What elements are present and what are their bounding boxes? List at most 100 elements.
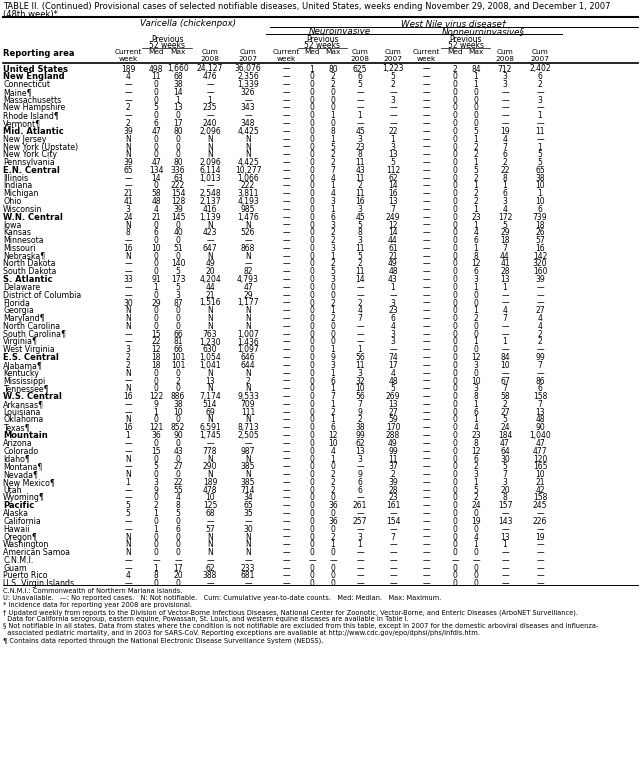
Text: 0: 0 xyxy=(453,88,458,97)
Text: 4: 4 xyxy=(503,306,508,315)
Text: 0: 0 xyxy=(331,579,335,588)
Text: 2: 2 xyxy=(331,298,335,307)
Text: 2: 2 xyxy=(503,158,508,167)
Text: 0: 0 xyxy=(310,103,315,113)
Text: —: — xyxy=(389,524,397,533)
Text: 0: 0 xyxy=(474,330,478,339)
Text: 526: 526 xyxy=(241,228,255,237)
Text: 2: 2 xyxy=(154,501,158,511)
Text: 84: 84 xyxy=(500,353,510,362)
Text: 7: 7 xyxy=(503,384,508,393)
Text: —: — xyxy=(422,384,430,393)
Text: Wyoming¶: Wyoming¶ xyxy=(3,493,45,502)
Text: 56: 56 xyxy=(355,392,365,401)
Text: U: Unavailable.   —: No reported cases.   N: Not notifiable.   Cum: Cumulative y: U: Unavailable. —: No reported cases. N:… xyxy=(3,595,441,601)
Text: N: N xyxy=(245,470,251,479)
Text: —: — xyxy=(282,306,290,315)
Text: 6: 6 xyxy=(474,236,478,245)
Text: Cum
2007: Cum 2007 xyxy=(531,49,549,62)
Text: —: — xyxy=(282,298,290,307)
Text: 4: 4 xyxy=(358,306,362,315)
Text: 0: 0 xyxy=(310,579,315,588)
Text: Arkansas¶: Arkansas¶ xyxy=(3,400,44,409)
Text: 2: 2 xyxy=(474,493,478,502)
Text: —: — xyxy=(124,111,132,120)
Text: —: — xyxy=(422,579,430,588)
Text: 10: 10 xyxy=(535,470,545,479)
Text: 112: 112 xyxy=(386,166,400,175)
Text: 21: 21 xyxy=(205,291,215,300)
Text: —: — xyxy=(124,408,132,417)
Text: —: — xyxy=(124,400,132,409)
Text: 39: 39 xyxy=(388,478,398,487)
Text: North Carolina: North Carolina xyxy=(3,322,60,331)
Text: —: — xyxy=(389,579,397,588)
Text: 5: 5 xyxy=(358,80,362,89)
Text: Arizona: Arizona xyxy=(3,439,33,448)
Text: 2: 2 xyxy=(358,416,362,425)
Text: —: — xyxy=(282,197,290,206)
Text: —: — xyxy=(422,275,430,284)
Text: 0: 0 xyxy=(453,533,458,542)
Text: 1: 1 xyxy=(154,524,158,533)
Text: 778: 778 xyxy=(203,447,217,456)
Text: 7: 7 xyxy=(331,392,335,401)
Text: 143: 143 xyxy=(498,517,512,526)
Text: —: — xyxy=(501,291,509,300)
Text: 7: 7 xyxy=(503,142,508,151)
Text: 2: 2 xyxy=(331,486,335,495)
Text: 0: 0 xyxy=(331,337,335,346)
Text: N: N xyxy=(207,416,213,425)
Text: 0: 0 xyxy=(474,103,478,113)
Text: 0: 0 xyxy=(453,228,458,237)
Text: 8: 8 xyxy=(358,151,362,159)
Text: 2: 2 xyxy=(474,462,478,471)
Text: 0: 0 xyxy=(310,174,315,183)
Text: 56: 56 xyxy=(355,353,365,362)
Text: —: — xyxy=(124,579,132,588)
Text: 0: 0 xyxy=(176,540,180,549)
Text: 6: 6 xyxy=(390,314,395,323)
Text: 0: 0 xyxy=(453,377,458,386)
Text: 0: 0 xyxy=(310,462,315,471)
Text: 99: 99 xyxy=(535,353,545,362)
Text: —: — xyxy=(282,260,290,269)
Text: 886: 886 xyxy=(171,392,185,401)
Text: 10: 10 xyxy=(173,408,183,417)
Text: Missouri: Missouri xyxy=(3,244,35,253)
Text: 47: 47 xyxy=(535,439,545,448)
Text: 0: 0 xyxy=(310,454,315,463)
Text: 7: 7 xyxy=(503,244,508,253)
Text: 101: 101 xyxy=(171,353,185,362)
Text: —: — xyxy=(501,345,509,355)
Text: —: — xyxy=(282,416,290,425)
Text: 477: 477 xyxy=(533,447,547,456)
Text: 0: 0 xyxy=(453,119,458,128)
Text: 0: 0 xyxy=(310,298,315,307)
Text: —: — xyxy=(422,72,430,81)
Text: 30: 30 xyxy=(243,524,253,533)
Text: 0: 0 xyxy=(310,447,315,456)
Text: 326: 326 xyxy=(241,88,255,97)
Text: 0: 0 xyxy=(154,291,158,300)
Text: —: — xyxy=(282,368,290,377)
Text: 42: 42 xyxy=(535,486,545,495)
Text: 3: 3 xyxy=(390,298,395,307)
Text: 27: 27 xyxy=(173,462,183,471)
Text: N: N xyxy=(207,540,213,549)
Text: Kentucky: Kentucky xyxy=(3,368,39,377)
Text: 1: 1 xyxy=(310,65,314,74)
Text: —: — xyxy=(536,509,544,518)
Text: 4,193: 4,193 xyxy=(237,197,259,206)
Text: Florida: Florida xyxy=(3,298,30,307)
Text: 0: 0 xyxy=(310,533,315,542)
Text: 16: 16 xyxy=(355,197,365,206)
Text: Current
week: Current week xyxy=(412,49,440,62)
Text: 47: 47 xyxy=(243,283,253,292)
Text: N: N xyxy=(245,533,251,542)
Text: —: — xyxy=(422,65,430,74)
Text: 33: 33 xyxy=(123,275,133,284)
Text: —: — xyxy=(282,322,290,331)
Text: —: — xyxy=(536,579,544,588)
Text: 0: 0 xyxy=(453,142,458,151)
